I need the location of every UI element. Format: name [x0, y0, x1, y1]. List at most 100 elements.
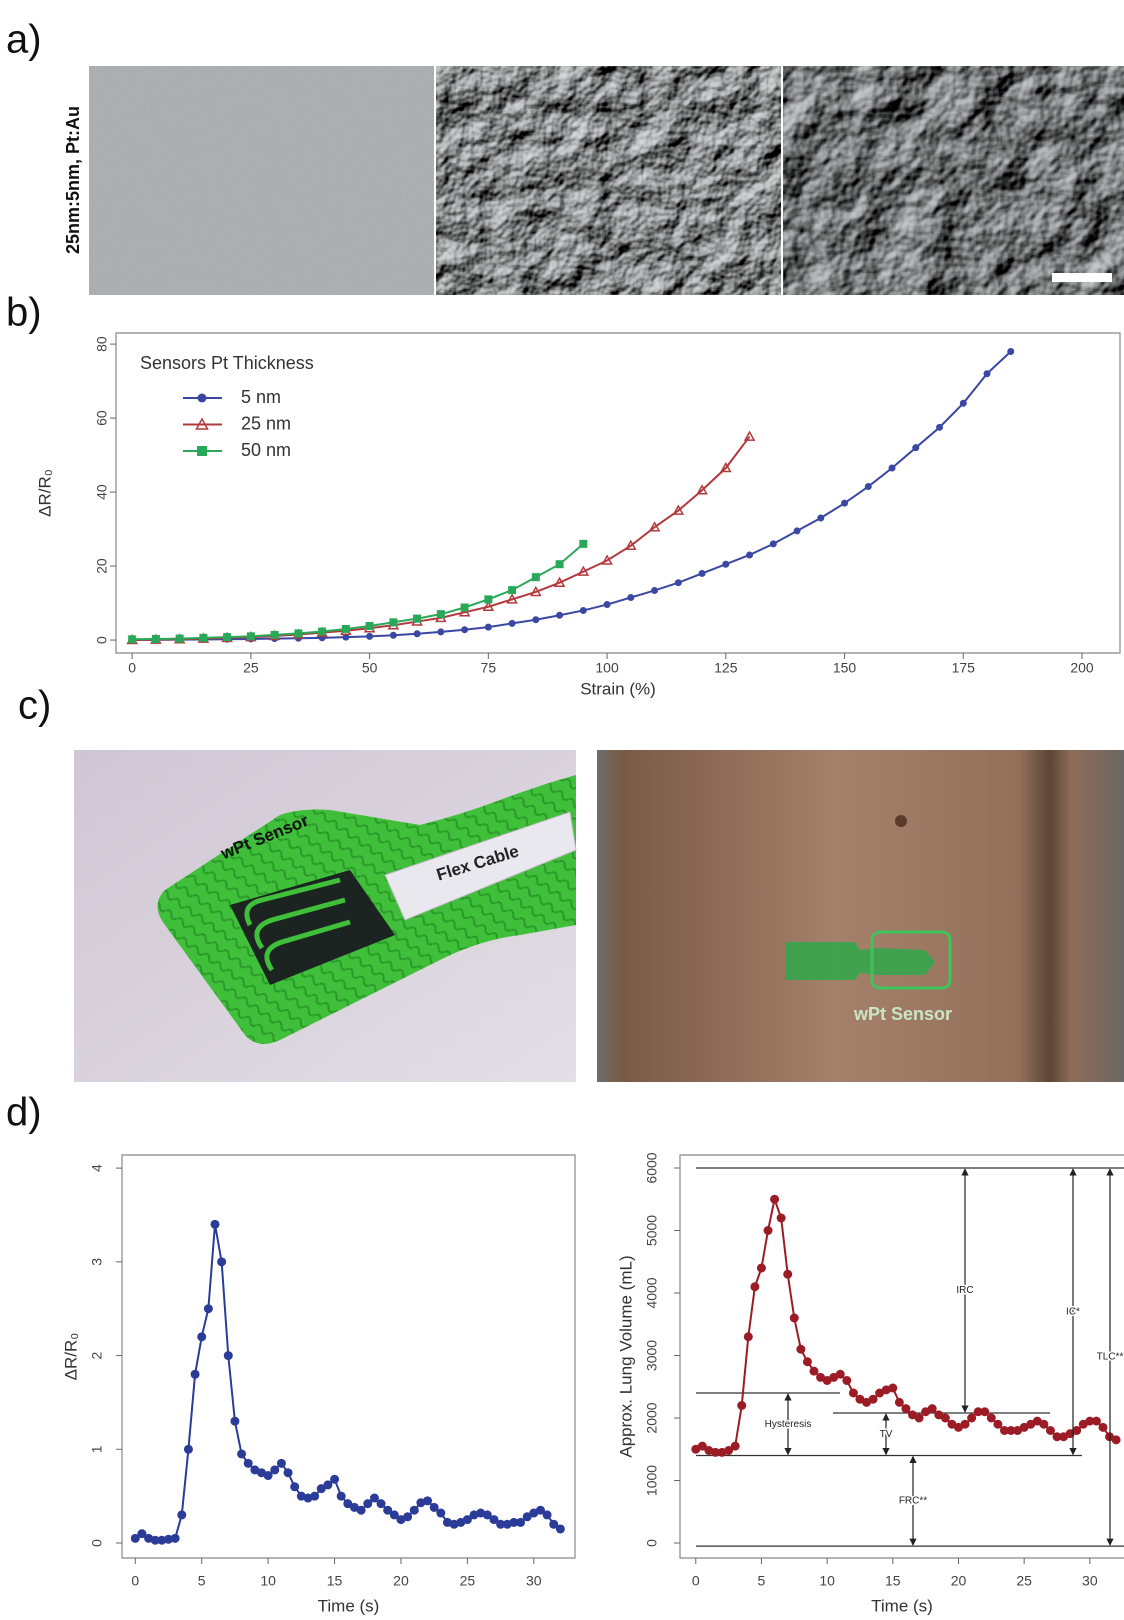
data-point [522, 1512, 532, 1522]
x-tick-label: 30 [526, 1573, 542, 1589]
data-point [940, 1413, 950, 1423]
data-point [697, 1441, 707, 1451]
data-point [809, 1366, 819, 1376]
data-point [316, 1484, 326, 1494]
data-point [294, 629, 303, 638]
annotation: IRC [956, 1285, 973, 1296]
data-point [341, 624, 350, 633]
data-point [894, 1397, 904, 1407]
data-point [223, 1351, 233, 1361]
data-point [482, 600, 495, 612]
data-point [276, 1458, 286, 1468]
data-point [549, 1519, 559, 1529]
data-point [698, 569, 706, 577]
data-point [484, 623, 492, 631]
data-point [914, 1413, 924, 1423]
data-point [710, 1447, 720, 1457]
data-point [864, 483, 872, 491]
data-point [263, 1471, 273, 1481]
data-point [789, 1313, 799, 1323]
sensor-overlay [785, 942, 935, 980]
data-point [369, 1493, 379, 1503]
data-point [627, 594, 635, 602]
annotation: FRC** [899, 1495, 927, 1506]
data-point [461, 626, 469, 634]
data-point [506, 593, 518, 604]
data-point [986, 1413, 996, 1423]
x-tick-label: 100 [595, 660, 619, 676]
data-point [776, 1213, 786, 1223]
data-point [516, 1517, 526, 1527]
sem-image [89, 66, 434, 295]
x-tick-label: 25 [460, 1573, 476, 1589]
data-point [601, 554, 613, 565]
data-point [190, 1369, 200, 1379]
data-point [936, 423, 944, 431]
legend-label: 25 nm [241, 413, 291, 433]
data-point [973, 1407, 983, 1417]
data-point [980, 1407, 990, 1417]
data-point [848, 1388, 858, 1398]
data-point [366, 632, 374, 640]
data-point [197, 1332, 207, 1342]
data-point [383, 1505, 393, 1515]
data-point [343, 1499, 353, 1509]
data-point [409, 1505, 419, 1515]
legend-label: 50 nm [241, 440, 291, 460]
data-point [210, 1219, 220, 1229]
data-point [323, 1480, 333, 1490]
y-axis-label: Approx. Lung Volume (mL) [616, 1255, 635, 1457]
x-tick-label: 0 [131, 1573, 139, 1589]
data-point [555, 1524, 565, 1534]
data-point [983, 370, 991, 378]
y-tick-label: 2 [89, 1351, 105, 1359]
x-tick-label: 5 [198, 1573, 206, 1589]
data-point [802, 1357, 812, 1367]
data-point [743, 1332, 753, 1342]
data-point [651, 586, 659, 594]
data-point [413, 630, 421, 638]
data-point [696, 484, 708, 495]
serpentine [244, 877, 351, 972]
y-axis-label: ΔR/R₀ [61, 1333, 80, 1381]
data-point [489, 1515, 499, 1525]
data-point [556, 611, 564, 619]
x-tick-label: 175 [952, 660, 976, 676]
x-tick-label: 10 [819, 1573, 835, 1589]
x-tick-label: 0 [128, 660, 136, 676]
x-tick-label: 25 [1016, 1573, 1032, 1589]
data-point [1111, 1435, 1121, 1445]
data-point [128, 635, 137, 644]
data-point [436, 610, 445, 619]
scale-bar [1052, 273, 1112, 282]
data-point [1052, 1432, 1062, 1442]
data-point [841, 499, 849, 507]
data-point [1045, 1426, 1055, 1435]
data-point [458, 606, 471, 617]
data-point [170, 1533, 180, 1543]
data-point [217, 1257, 227, 1267]
data-point [1091, 1416, 1101, 1426]
y-tick-label: 1000 [644, 1465, 660, 1496]
panel-label: b) [6, 291, 42, 335]
data-point [389, 631, 397, 639]
legend-marker [197, 393, 207, 403]
data-point [763, 1226, 773, 1235]
series-line [134, 1224, 561, 1542]
data-point [577, 565, 590, 576]
x-tick-label: 150 [833, 660, 857, 676]
data-point [318, 627, 327, 636]
data-point [535, 1505, 545, 1515]
x-tick-label: 5 [758, 1573, 766, 1589]
panel-label: a) [6, 18, 42, 62]
plot-frame [115, 332, 1121, 654]
legend-label: 5 nm [241, 387, 281, 407]
data-point [177, 1510, 187, 1520]
data-point [157, 1535, 167, 1545]
data-point [482, 1510, 492, 1520]
photo-label: wPt Sensor [853, 1004, 952, 1024]
data-point [389, 618, 398, 627]
data-point [342, 633, 350, 641]
data-point [175, 634, 184, 643]
x-tick-label: 20 [393, 1573, 409, 1589]
